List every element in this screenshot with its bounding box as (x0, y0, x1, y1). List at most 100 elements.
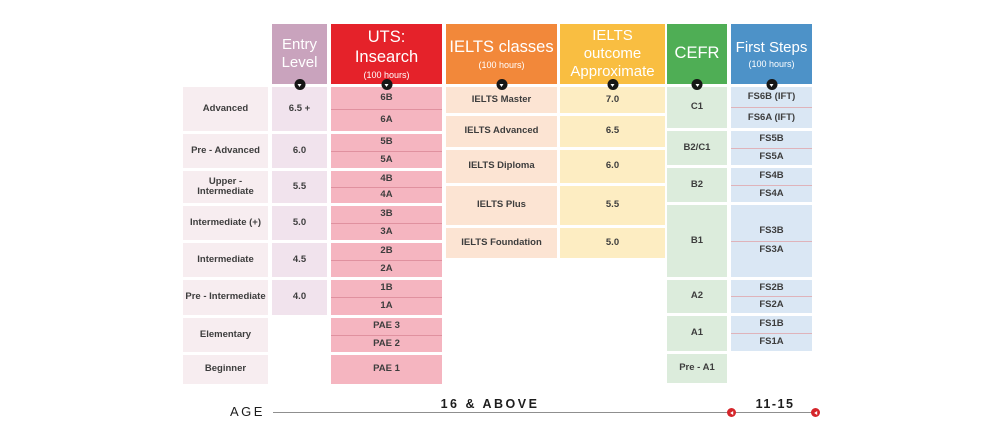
ielts-outcome-title: IELTS outcome Approximate (570, 27, 655, 80)
first-steps-pair: FS3B FS3A (731, 205, 812, 277)
pair-divider (731, 333, 812, 334)
uts-course-pair: 5B 5A (331, 134, 442, 168)
chevron-down-icon[interactable] (294, 79, 305, 90)
age-marker-icon (811, 408, 820, 417)
chevron-down-icon[interactable] (496, 79, 507, 90)
ielts-classes-column: IELTS classes (100 hours) IELTS Master I… (446, 24, 557, 261)
pair-divider (331, 150, 442, 152)
ielts-classes-header[interactable]: IELTS classes (100 hours) (446, 24, 557, 90)
level-label-elementary: Elementary (183, 318, 268, 352)
pair-divider (731, 184, 812, 186)
level-label-pre-intermediate: Pre - Intermediate (183, 280, 268, 315)
age-group-11-15-label: 11-15 (755, 397, 795, 411)
pair-divider (331, 222, 442, 224)
level-label-pre-advanced: Pre - Advanced (183, 134, 268, 168)
first-steps-header[interactable]: First Steps (100 hours) (731, 24, 812, 90)
chevron-down-icon[interactable] (766, 79, 777, 90)
entry-level-column: Entry Level 6.5 + 6.0 5.5 5.0 4.5 4.0 (272, 24, 327, 318)
first-steps-pair: FS4B FS4A (731, 168, 812, 202)
uts-course-cell: PAE 2 (373, 337, 400, 349)
entry-level-title: Entry Level (281, 36, 318, 71)
header-spacer (183, 24, 268, 87)
uts-course-cell: 2A (380, 262, 393, 274)
ielts-outcome-cell: 6.5 (560, 116, 665, 147)
cefr-column: CEFR C1 B2/C1 B2 B1 A2 A1 Pre - A1 (667, 24, 727, 386)
level-label-beginner: Beginner (183, 355, 268, 384)
pair-divider (731, 147, 812, 149)
first-steps-cell: FS6A (IFT) (747, 111, 796, 123)
uts-course-cell: 3A (380, 225, 393, 237)
uts-course-cell: 5A (380, 153, 393, 165)
first-steps-title: First Steps (735, 38, 808, 56)
first-steps-pair: FS1B FS1A (731, 316, 812, 351)
uts-course-cell: 3B (380, 208, 393, 220)
first-steps-cell: FS6B (IFT) (747, 90, 796, 102)
first-steps-cell: FS4B (759, 170, 784, 182)
chevron-down-icon[interactable] (691, 79, 703, 90)
uts-course-cell: 4B (380, 172, 393, 184)
uts-course-cell: 2B (380, 245, 393, 257)
uts-course-cell: PAE 3 (373, 320, 400, 332)
level-label-intermediate: Intermediate (183, 243, 268, 277)
ielts-outcome-cell: 5.5 (560, 186, 665, 225)
first-steps-cell: FS1B (759, 318, 784, 330)
uts-insearch-header[interactable]: UTS: Insearch (100 hours) (331, 24, 442, 90)
cefr-level-cell: B2 (667, 168, 727, 202)
pair-divider (331, 186, 442, 188)
entry-level-header[interactable]: Entry Level (272, 24, 327, 90)
pair-divider (731, 240, 812, 242)
first-steps-subtitle: (100 hours) (748, 59, 795, 70)
cefr-level-cell: Pre - A1 (667, 354, 727, 383)
pair-divider (731, 107, 812, 108)
ielts-class-cell: IELTS Diploma (446, 150, 557, 183)
pair-divider (731, 296, 812, 297)
cefr-level-cell: A2 (667, 280, 727, 313)
level-label-intermediate-plus: Intermediate (+) (183, 206, 268, 240)
entry-score-cell: 6.5 + (272, 87, 327, 131)
ielts-class-cell: IELTS Advanced (446, 116, 557, 147)
uts-course-cell: 6A (380, 114, 393, 126)
chevron-down-icon[interactable] (381, 79, 392, 90)
uts-insearch-subtitle: (100 hours) (363, 69, 410, 80)
chevron-down-icon[interactable] (607, 79, 618, 90)
cefr-header[interactable]: CEFR (667, 24, 727, 90)
first-steps-pair: FS5B FS5A (731, 131, 812, 165)
uts-course-pair: 6B 6A (331, 87, 442, 131)
level-labels-column: Advanced Pre - Advanced Upper - Intermed… (183, 24, 268, 387)
ielts-outcome-header[interactable]: IELTS outcome Approximate (560, 24, 665, 90)
ielts-class-cell: IELTS Foundation (446, 228, 557, 258)
first-steps-cell: FS2A (759, 298, 784, 310)
ielts-classes-subtitle: (100 hours) (478, 60, 525, 71)
first-steps-column: First Steps (100 hours) FS6B (IFT) FS6A … (731, 24, 812, 354)
first-steps-cell: FS5A (759, 150, 784, 162)
cefr-level-cell: B2/C1 (667, 131, 727, 165)
uts-insearch-title: UTS: Insearch (354, 28, 419, 66)
ielts-outcome-cell: 7.0 (560, 87, 665, 113)
first-steps-cell: FS1A (759, 336, 784, 348)
uts-course-cell: PAE 1 (331, 355, 442, 384)
ielts-classes-title: IELTS classes (449, 37, 554, 56)
cefr-level-cell: B1 (667, 205, 727, 277)
cefr-title: CEFR (674, 44, 720, 63)
uts-course-pair: PAE 3 PAE 2 (331, 318, 442, 352)
uts-course-cell: 5B (380, 136, 393, 148)
age-axis-label: AGE (230, 404, 265, 419)
first-steps-cell: FS2B (759, 281, 784, 293)
first-steps-cell: FS3A (759, 244, 784, 256)
first-steps-cell: FS5B (759, 133, 784, 145)
ielts-class-cell: IELTS Plus (446, 186, 557, 225)
entry-score-cell: 5.5 (272, 171, 327, 203)
entry-score-cell: 5.0 (272, 206, 327, 240)
first-steps-cell: FS3B (759, 225, 784, 237)
entry-score-cell: 4.5 (272, 243, 327, 277)
uts-course-pair: 4B 4A (331, 171, 442, 203)
pair-divider (331, 108, 442, 110)
ielts-outcome-column: IELTS outcome Approximate 7.0 6.5 6.0 5.… (560, 24, 665, 261)
age-marker-icon (727, 408, 736, 417)
uts-course-cell: 4A (380, 189, 393, 201)
uts-course-cell: 1A (380, 300, 393, 312)
pair-divider (331, 297, 442, 298)
uts-course-cell: 1B (380, 282, 393, 294)
age-axis-line (273, 412, 816, 413)
